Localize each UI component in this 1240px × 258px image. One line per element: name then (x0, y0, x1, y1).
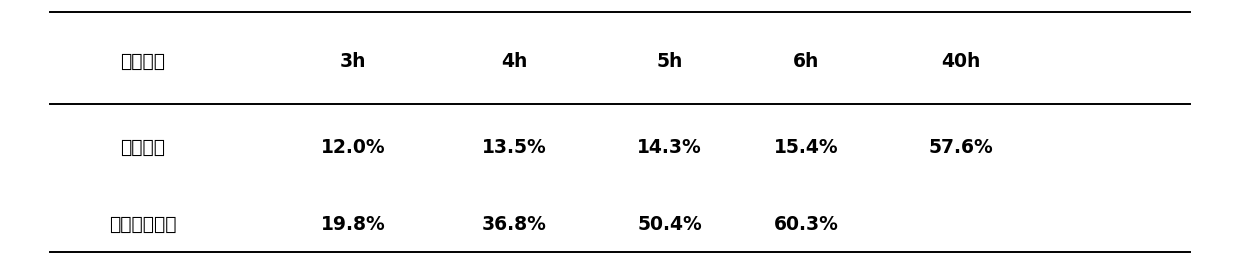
Text: 19.8%: 19.8% (321, 215, 386, 234)
Text: 40h: 40h (941, 52, 981, 71)
Text: 12.0%: 12.0% (321, 138, 386, 157)
Text: 4h: 4h (501, 52, 528, 71)
Text: 36.8%: 36.8% (482, 215, 547, 234)
Text: 60.3%: 60.3% (774, 215, 838, 234)
Text: 13.5%: 13.5% (482, 138, 547, 157)
Text: 超声辅助酶法: 超声辅助酶法 (109, 215, 176, 234)
Text: 50.4%: 50.4% (637, 215, 702, 234)
Text: 搅拌酶法: 搅拌酶法 (120, 138, 165, 157)
Text: 15.4%: 15.4% (774, 138, 838, 157)
Text: 反应时间: 反应时间 (120, 52, 165, 71)
Text: 57.6%: 57.6% (929, 138, 993, 157)
Text: 14.3%: 14.3% (637, 138, 702, 157)
Text: 5h: 5h (656, 52, 683, 71)
Text: 3h: 3h (340, 52, 367, 71)
Text: 6h: 6h (792, 52, 820, 71)
